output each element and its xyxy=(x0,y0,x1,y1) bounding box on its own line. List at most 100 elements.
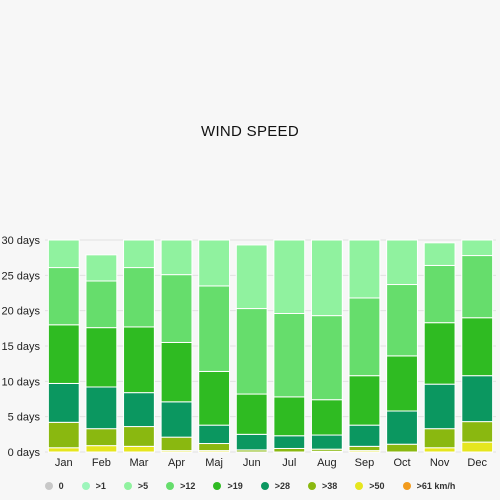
legend-item[interactable]: >28 xyxy=(260,481,291,491)
bar-segment[interactable] xyxy=(461,255,494,319)
bar-segment[interactable] xyxy=(47,267,80,326)
bar-segment[interactable] xyxy=(198,443,231,452)
legend-item[interactable]: >38 xyxy=(308,481,337,491)
x-tick-label: Jun xyxy=(243,457,261,469)
bar-segment[interactable] xyxy=(85,386,118,430)
bar-segment[interactable] xyxy=(235,244,268,310)
bar-segment[interactable] xyxy=(123,239,155,269)
bar-segment[interactable] xyxy=(273,396,306,437)
legend-label: >38 xyxy=(322,481,338,491)
bar-segment[interactable] xyxy=(348,297,381,377)
x-tick-label: Nov xyxy=(430,457,450,469)
x-tick-label: Feb xyxy=(92,457,111,469)
grid-lines xyxy=(45,239,496,453)
legend-swatch xyxy=(355,482,364,490)
legend-item[interactable]: >19 xyxy=(213,481,243,491)
bar-segment[interactable] xyxy=(386,239,418,286)
bar-segment[interactable] xyxy=(348,445,381,452)
bar-segment[interactable] xyxy=(47,324,80,384)
bar-segment[interactable] xyxy=(386,284,418,357)
bar-segment[interactable] xyxy=(423,242,456,266)
bar-segment[interactable] xyxy=(123,267,155,328)
bar-segment[interactable] xyxy=(386,355,418,412)
bar-segment[interactable] xyxy=(85,280,118,329)
bar-segment[interactable] xyxy=(47,421,80,449)
bar-segment[interactable] xyxy=(85,428,118,447)
legend-item[interactable]: >50 xyxy=(355,481,385,491)
bar-segment[interactable] xyxy=(423,264,456,324)
y-tick-label: 15 days xyxy=(1,341,40,353)
bar-segment[interactable] xyxy=(85,445,118,453)
bar-segment[interactable] xyxy=(423,383,456,430)
bar-segment[interactable] xyxy=(461,317,494,377)
legend-item[interactable]: >12 xyxy=(166,481,195,491)
x-tick-label: Jul xyxy=(282,457,296,469)
legend-item[interactable]: >1 xyxy=(81,481,106,491)
legend-item[interactable]: >61 km/h xyxy=(402,481,456,491)
x-tick-label: Aug xyxy=(317,457,337,469)
bar-segment[interactable] xyxy=(198,424,231,445)
bar-segment[interactable] xyxy=(273,239,306,314)
bar-segment[interactable] xyxy=(461,375,494,423)
bar-segment[interactable] xyxy=(310,399,343,436)
bar-segment[interactable] xyxy=(47,239,80,269)
bar-segment[interactable] xyxy=(386,443,418,453)
bar-segment[interactable] xyxy=(461,441,494,453)
legend-item[interactable]: 0 xyxy=(44,481,64,491)
legend-swatch xyxy=(123,482,132,490)
bar-segment[interactable] xyxy=(348,375,381,426)
bar-segment[interactable] xyxy=(123,426,155,447)
bar-segment[interactable] xyxy=(198,370,231,426)
bar-segment[interactable] xyxy=(423,447,456,453)
bar-segment[interactable] xyxy=(85,254,118,282)
bar-segment[interactable] xyxy=(160,239,193,276)
legend-swatch xyxy=(81,482,90,490)
y-tick-label: 25 days xyxy=(1,270,40,282)
bar-segment[interactable] xyxy=(198,239,231,287)
bar-segment[interactable] xyxy=(310,434,343,450)
bar-segment[interactable] xyxy=(386,410,418,445)
x-tick-label: Oct xyxy=(393,457,410,469)
bar-segment[interactable] xyxy=(160,274,193,343)
bars xyxy=(47,239,494,453)
bar-segment[interactable] xyxy=(461,239,494,257)
x-tick-label: Apr xyxy=(168,457,185,469)
bar-segment[interactable] xyxy=(235,308,268,395)
x-tick-label: Mar xyxy=(129,457,148,469)
bar-segment[interactable] xyxy=(198,285,231,372)
y-tick-label: 10 days xyxy=(1,376,40,388)
x-tick-label: Sep xyxy=(355,457,375,469)
bar-segment[interactable] xyxy=(160,401,193,438)
bar-segment[interactable] xyxy=(348,239,381,299)
bar-segment[interactable] xyxy=(123,392,155,428)
legend-label: 0 xyxy=(58,481,64,491)
bar-segment[interactable] xyxy=(47,382,80,423)
bar-segment[interactable] xyxy=(85,327,118,388)
bar-segment[interactable] xyxy=(423,428,456,449)
bar-segment[interactable] xyxy=(273,312,306,398)
bar-segment[interactable] xyxy=(461,421,494,443)
bar-segment[interactable] xyxy=(160,436,193,452)
bar-segment[interactable] xyxy=(310,239,343,317)
bar-segment[interactable] xyxy=(423,322,456,385)
legend-swatch xyxy=(44,482,53,490)
legend-label: >61 km/h xyxy=(416,481,456,491)
bar-segment[interactable] xyxy=(273,435,306,449)
bar-segment[interactable] xyxy=(235,433,268,451)
bar-segment[interactable] xyxy=(235,393,268,435)
y-axis-labels: 0 days 5 days 10 days 15 days 20 days 25 days… xyxy=(1,235,40,459)
legend-label: >28 xyxy=(274,481,291,491)
bar-segment[interactable] xyxy=(47,447,80,453)
bar-segment[interactable] xyxy=(123,445,155,453)
bar-segment[interactable] xyxy=(273,447,306,453)
legend-label: >5 xyxy=(137,481,149,491)
y-tick-label: 30 days xyxy=(1,235,40,247)
bar-segment[interactable] xyxy=(348,424,381,447)
bar-segment[interactable] xyxy=(160,341,193,403)
legend-item[interactable]: >5 xyxy=(123,481,149,491)
bar-segment[interactable] xyxy=(123,326,155,394)
legend-label: >50 xyxy=(369,481,385,491)
bar-segment[interactable] xyxy=(310,315,343,401)
y-tick-label: 20 days xyxy=(1,306,40,318)
